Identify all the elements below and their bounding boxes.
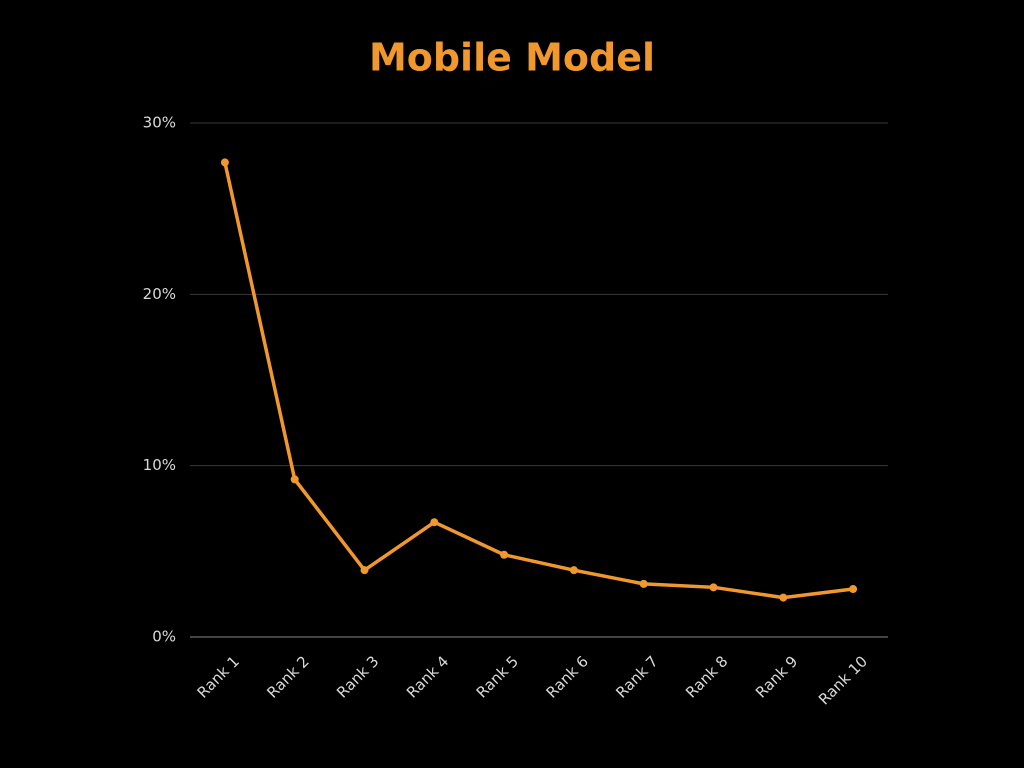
y-tick-label: 30%: [143, 114, 176, 132]
point: [639, 579, 648, 588]
point: [849, 585, 858, 594]
y-tick-label: 0%: [152, 628, 176, 646]
y-tick-label: 10%: [143, 456, 176, 474]
y-tick-label: 20%: [143, 285, 176, 303]
point: [709, 583, 718, 592]
point: [569, 566, 578, 575]
chart-title: Mobile Model: [369, 36, 655, 80]
point: [360, 566, 369, 575]
line: [223, 162, 854, 600]
point: [220, 158, 229, 167]
point: [290, 475, 299, 484]
point: [500, 550, 509, 559]
point: [430, 518, 439, 527]
point: [779, 593, 788, 602]
